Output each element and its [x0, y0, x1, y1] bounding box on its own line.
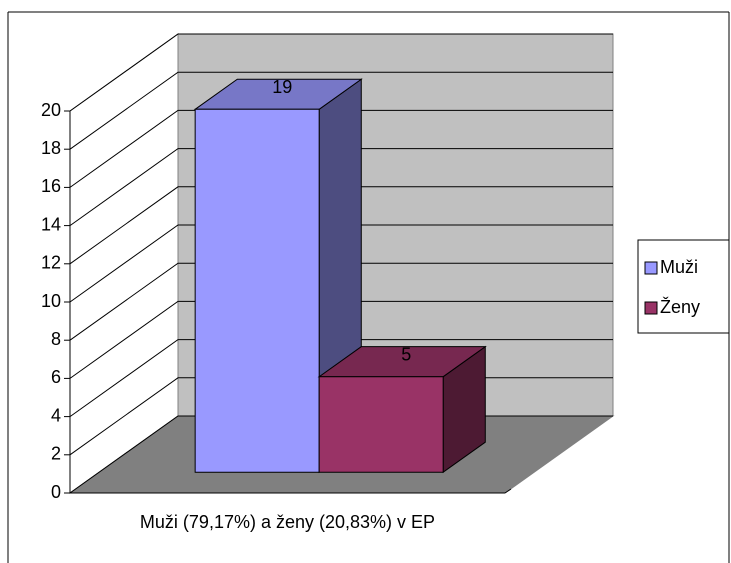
legend-box	[637, 239, 730, 334]
x-axis-end	[504, 488, 512, 494]
y-tick-label: 12	[41, 253, 61, 273]
y-tick-label: 2	[51, 444, 61, 464]
y-tick-label: 6	[51, 367, 61, 387]
y-tick-label: 18	[41, 138, 61, 158]
bar-front	[194, 108, 320, 473]
y-tick-label: 4	[51, 405, 61, 425]
legend-label: Ženy	[660, 297, 700, 317]
y-tick-label: 10	[41, 291, 61, 311]
bar-front	[318, 376, 444, 473]
y-tick-label: 8	[51, 329, 61, 349]
legend-swatch	[644, 261, 658, 275]
grid-line	[69, 186, 613, 265]
y-tick-label: 0	[51, 482, 61, 502]
value-label: 19	[272, 77, 292, 97]
grid-line	[69, 262, 613, 341]
y-tick-label: 16	[41, 176, 61, 196]
grid-line	[69, 109, 613, 188]
grid-line	[69, 71, 613, 150]
grid-line	[69, 148, 613, 227]
grid-line	[69, 224, 613, 303]
y-tick-label: 14	[41, 214, 61, 234]
legend-label: Muži	[660, 257, 698, 277]
grid-line	[69, 339, 613, 418]
x-tick-label: Muži (79,17%) a ženy (20,83%) v EP	[140, 512, 435, 532]
grid-line	[69, 300, 613, 379]
legend-swatch	[644, 301, 658, 315]
grid-line	[69, 33, 613, 112]
value-label: 5	[401, 344, 411, 364]
y-tick-label: 20	[41, 100, 61, 120]
